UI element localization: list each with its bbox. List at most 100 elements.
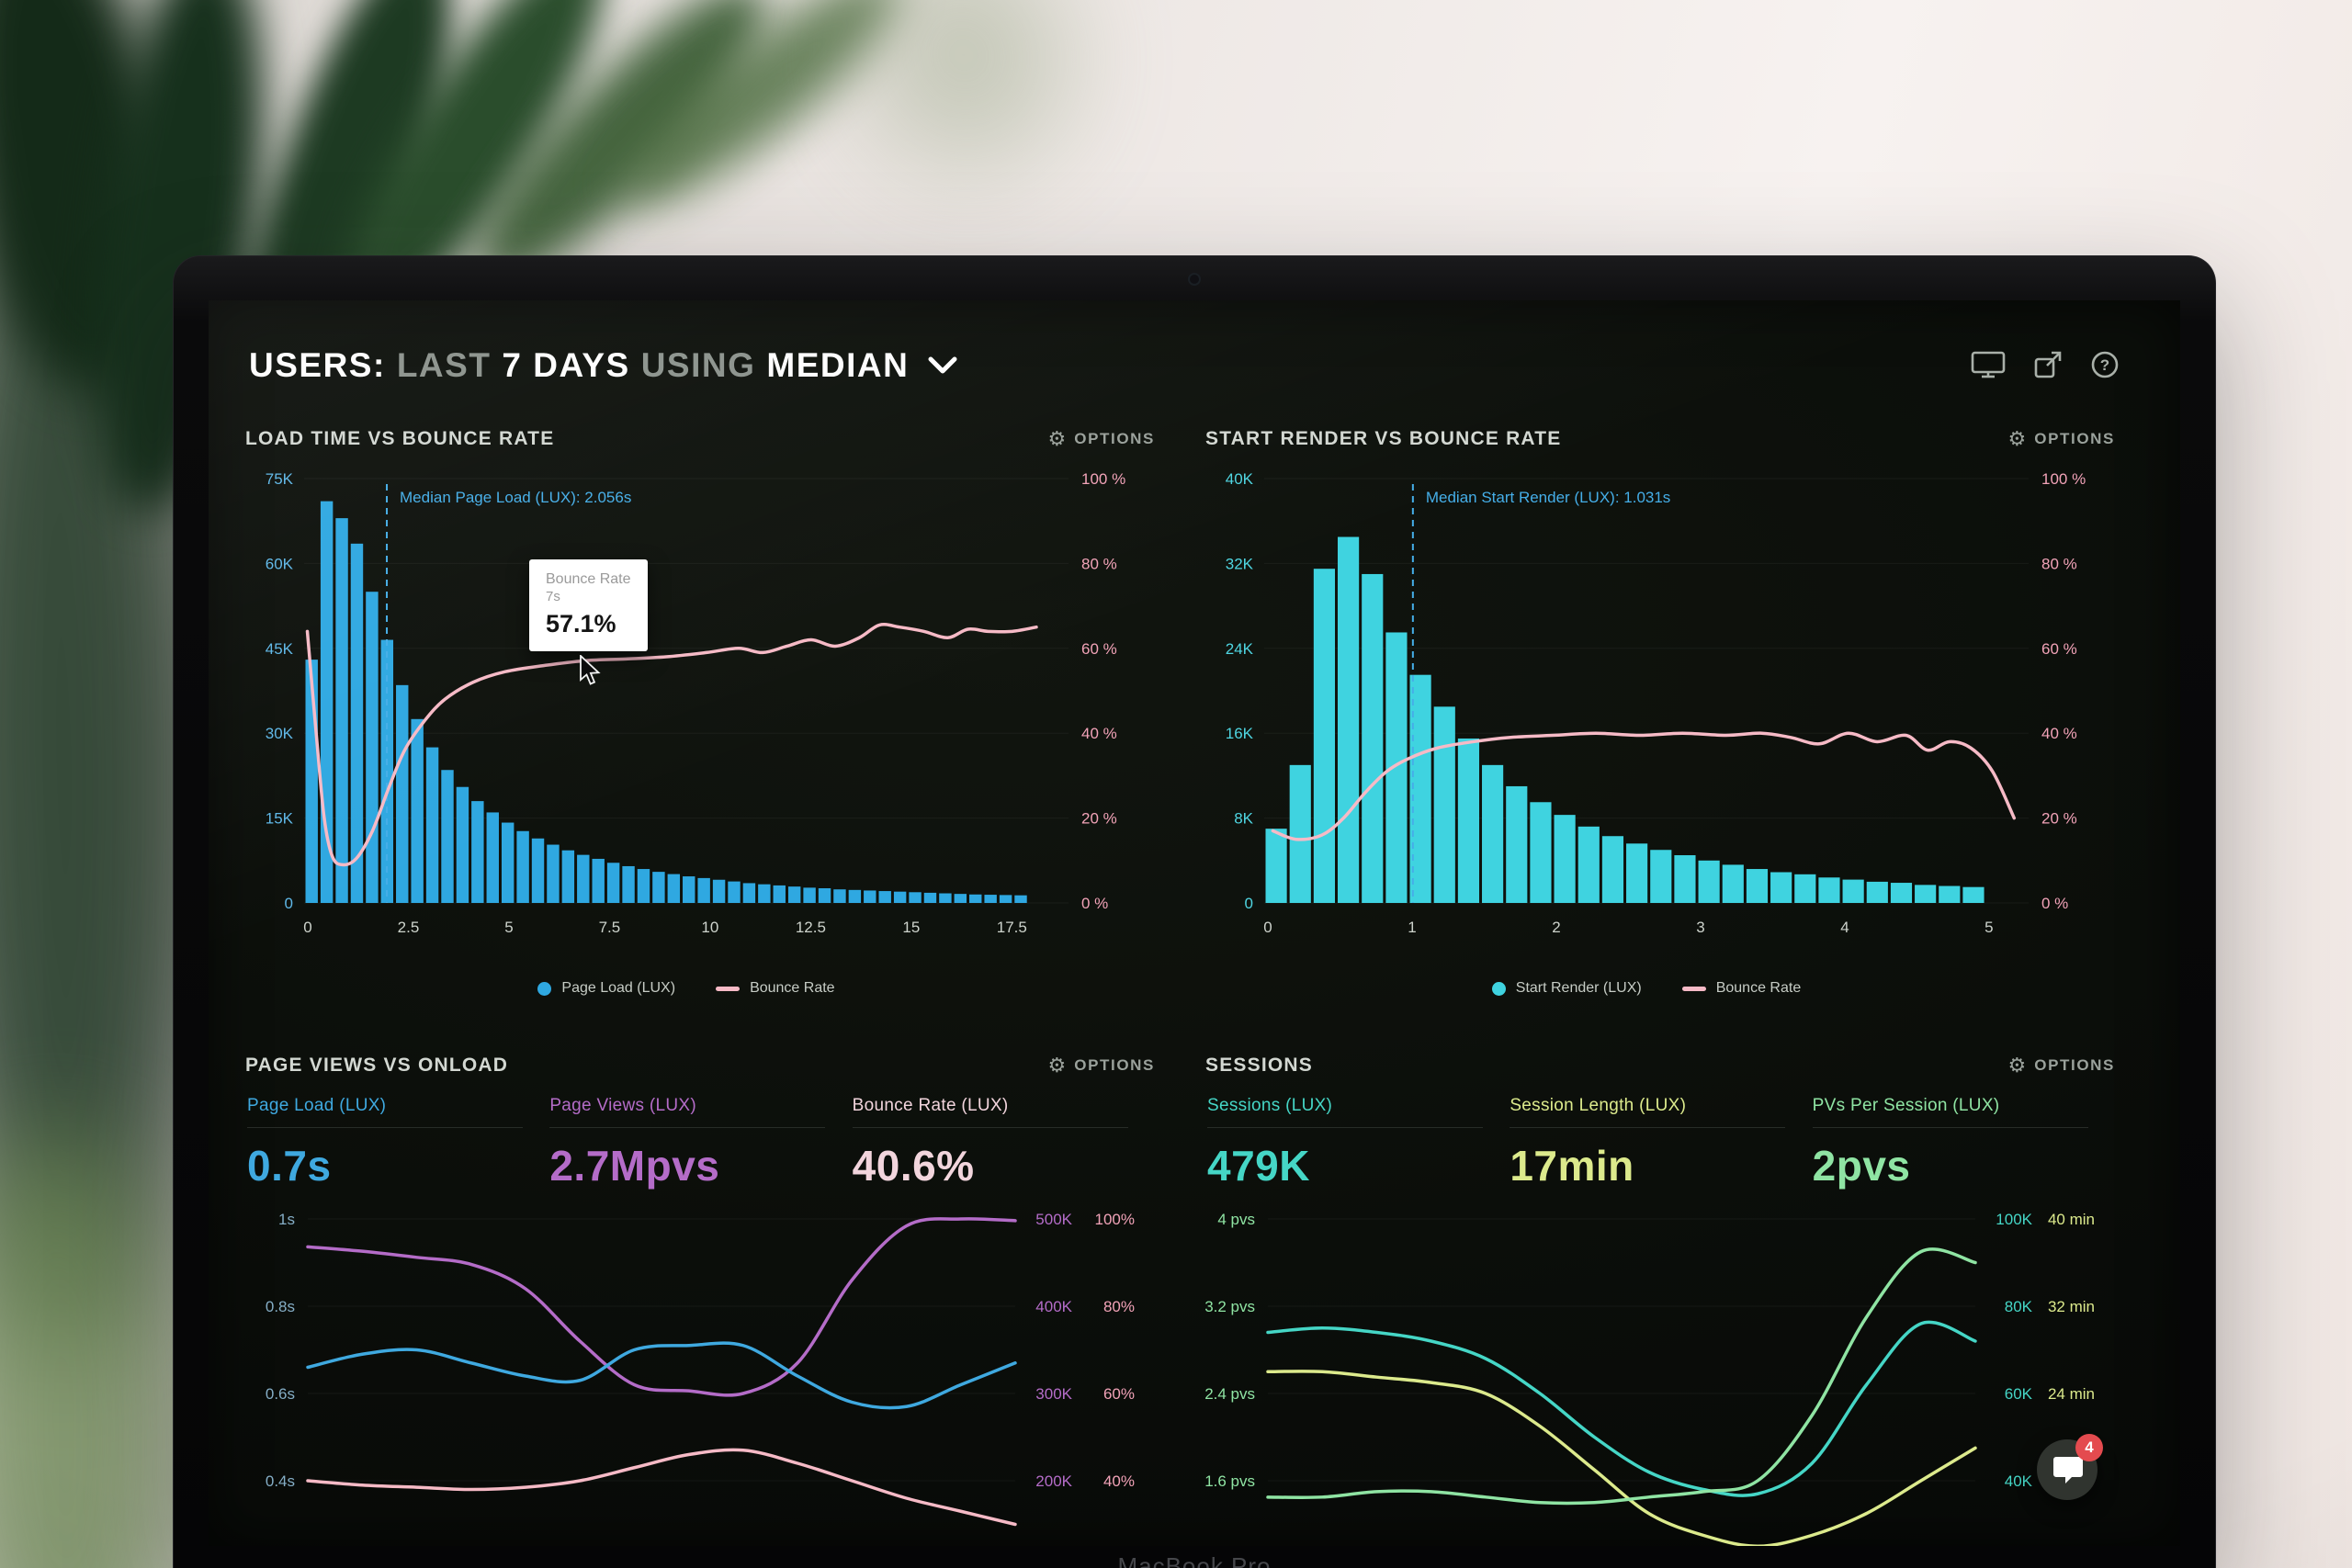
- tooltip-value: 57.1%: [546, 610, 616, 637]
- histogram-bar: [1577, 826, 1600, 903]
- histogram-bar: [1722, 864, 1744, 903]
- left-axis-tick: 1.6 pvs: [1205, 1472, 1255, 1490]
- legend-item: Bounce Rate: [1681, 980, 1801, 997]
- x-axis-tick: 4: [1840, 919, 1849, 936]
- chat-bubble-icon: [2053, 1457, 2083, 1483]
- histogram-bar: [1962, 886, 1984, 903]
- start-render-chart[interactable]: 40K 100 % 32K 80 % 24K 60 % 16K 40 % 8K 20 % 0 0 % 0…: [1205, 464, 2115, 942]
- histogram-bar: [833, 889, 846, 903]
- panel-head: LOAD TIME VS BOUNCE RATE ⚙ OPTIONS: [245, 423, 1155, 455]
- laptop: USERS: LAST 7 DAYS USING MEDIAN: [173, 255, 2216, 1568]
- histogram-bar: [411, 718, 424, 903]
- options-label: OPTIONS: [2034, 1056, 2115, 1074]
- x-axis-tick: 5: [1984, 919, 1993, 936]
- histogram-bar: [683, 876, 695, 903]
- metric-value: 40.6%: [852, 1142, 975, 1190]
- sessions-chart[interactable]: 4 pvs 100K 40 min 3.2 pvs 80K 32 min 2.4 pvs 60…: [1205, 1193, 2115, 1546]
- median-label: Median Page Load (LUX): 2.056s: [400, 489, 631, 506]
- histogram-bar: [803, 887, 816, 903]
- right-axis-tick: 60K: [2005, 1385, 2033, 1403]
- left-axis-tick: 8K: [1234, 810, 1253, 828]
- left-axis-tick: 1s: [278, 1211, 295, 1228]
- legend-item: Start Render (LUX): [1491, 980, 1642, 997]
- histogram-bar: [1289, 764, 1311, 903]
- left-axis-tick: 2.4 pvs: [1205, 1385, 1255, 1403]
- histogram-bar: [350, 543, 364, 903]
- display-icon[interactable]: [1971, 350, 2006, 379]
- panel-load-time-vs-bounce-rate: LOAD TIME VS BOUNCE RATE ⚙ OPTIONS 75K 10…: [245, 423, 1155, 1039]
- chevron-down-icon[interactable]: [927, 355, 958, 376]
- tooltip-series-name: Bounce Rate: [546, 571, 631, 587]
- right-axis-tick: 60%: [1103, 1385, 1135, 1403]
- metric-session-length: Session Length (LUX) 17min: [1510, 1096, 1812, 1190]
- left-axis-tick: 0.8s: [266, 1298, 295, 1315]
- metric-sessions: Sessions (LUX) 479K: [1207, 1096, 1510, 1190]
- panel-start-render-vs-bounce-rate: START RENDER VS BOUNCE RATE ⚙ OPTIONS 40…: [1205, 423, 2115, 1039]
- histogram-bar: [1866, 881, 1888, 903]
- metric-divider: [852, 1127, 1128, 1128]
- right-axis-tick: 100 %: [2041, 470, 2086, 488]
- metric-bounce-rate: Bounce Rate (LUX) 40.6%: [852, 1096, 1155, 1190]
- x-axis-tick: 0: [303, 919, 311, 936]
- histogram-bar: [939, 893, 952, 903]
- right-axis-tick: 80K: [2005, 1298, 2033, 1315]
- series-line-page-load: [306, 1341, 1017, 1410]
- metric-label: PVs Per Session (LUX): [1812, 1096, 2000, 1115]
- x-axis-tick: 2: [1552, 919, 1560, 936]
- histogram-bar: [425, 747, 439, 903]
- gear-icon: ⚙: [1047, 1054, 1067, 1077]
- options-button[interactable]: ⚙ OPTIONS: [1048, 429, 1155, 449]
- mouse-cursor: [580, 655, 601, 685]
- right-axis-tick: 24 min: [2048, 1385, 2095, 1403]
- panel-head: SESSIONS ⚙ OPTIONS: [1205, 1050, 2115, 1081]
- page-views-chart[interactable]: 1s 500K 100% 0.8s 400K 80% 0.6s 300K 60% 0.4s 200K…: [245, 1193, 1155, 1546]
- metric-label: Sessions (LUX): [1207, 1096, 1333, 1115]
- legend-label: Bounce Rate: [750, 980, 835, 996]
- share-icon[interactable]: [2033, 350, 2063, 379]
- options-label: OPTIONS: [1074, 430, 1155, 447]
- x-axis-tick: 15: [902, 919, 920, 936]
- histogram-bar: [441, 770, 454, 903]
- help-icon[interactable]: ?: [2090, 350, 2120, 379]
- histogram-bar: [592, 858, 605, 903]
- left-axis-tick: 0.6s: [266, 1385, 295, 1403]
- legend-label: Start Render (LUX): [1515, 980, 1642, 996]
- options-button[interactable]: ⚙ OPTIONS: [2008, 429, 2115, 449]
- histogram-bar: [1506, 785, 1528, 903]
- histogram-bar: [969, 894, 982, 903]
- tooltip-x-value: 7s: [546, 589, 560, 604]
- right-axis-tick: 80%: [1103, 1298, 1135, 1315]
- right-axis-tick: 100K: [1996, 1211, 2032, 1228]
- title-segment: MEDIAN: [766, 346, 910, 384]
- histogram-bar: [1650, 850, 1672, 903]
- metric-label: Bounce Rate (LUX): [852, 1096, 1009, 1115]
- svg-text:?: ?: [2100, 356, 2109, 374]
- series-line-pvs-per-session: [1266, 1247, 1977, 1506]
- x-axis-tick: 10: [701, 919, 718, 936]
- metric-row: Sessions (LUX) 479K Session Length (LUX)…: [1207, 1096, 2115, 1190]
- options-button[interactable]: ⚙ OPTIONS: [2008, 1055, 2115, 1076]
- x-axis-tick: 5: [504, 919, 513, 936]
- histogram-bar: [984, 895, 997, 903]
- dashboard-header: USERS: LAST 7 DAYS USING MEDIAN: [249, 346, 2140, 401]
- left-axis-tick: 4 pvs: [1217, 1211, 1255, 1228]
- right-axis-tick: 20 %: [1081, 810, 1117, 828]
- x-axis-tick: 17.5: [997, 919, 1027, 936]
- histogram-bar: [622, 865, 635, 903]
- histogram-bar: [606, 863, 620, 903]
- histogram-bar: [366, 592, 379, 903]
- options-button[interactable]: ⚙ OPTIONS: [1048, 1055, 1155, 1076]
- right-axis-tick: 60 %: [2041, 640, 2077, 658]
- chat-launcher[interactable]: 4: [2037, 1434, 2103, 1500]
- metric-divider: [549, 1127, 826, 1128]
- left-axis-tick: 40K: [1226, 470, 1254, 488]
- title-segment: USERS:: [249, 346, 386, 384]
- right-axis-tick: 40 min: [2048, 1211, 2095, 1228]
- histogram-bar: [335, 518, 348, 903]
- metric-label: Page Views (LUX): [549, 1096, 697, 1115]
- load-time-chart[interactable]: 75K 100 % 60K 80 % 45K 60 % 30K 40 % 15K 20 % 0 0 %…: [245, 464, 1155, 942]
- histogram-bar: [773, 885, 786, 903]
- metric-value: 0.7s: [247, 1142, 332, 1190]
- series-line-bounce-rate: [306, 1448, 1017, 1527]
